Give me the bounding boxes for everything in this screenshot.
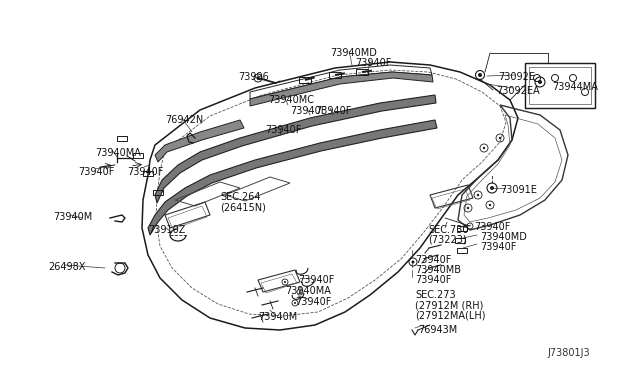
Bar (117, 136, 127, 141)
Text: SEC.264: SEC.264 (220, 192, 260, 202)
Circle shape (294, 302, 296, 304)
Text: 73940MD: 73940MD (330, 48, 377, 58)
FancyArrow shape (362, 70, 372, 73)
Circle shape (299, 291, 301, 293)
Text: 73092EA: 73092EA (496, 86, 540, 96)
Circle shape (483, 147, 485, 149)
Text: 73940F: 73940F (127, 167, 163, 177)
Polygon shape (148, 120, 437, 235)
Circle shape (467, 207, 469, 209)
Text: J73801J3: J73801J3 (547, 348, 590, 358)
Text: 73940M: 73940M (53, 212, 92, 222)
Bar (356, 69, 368, 75)
Text: (27912MA(LH): (27912MA(LH) (415, 310, 486, 320)
Circle shape (284, 281, 286, 283)
Text: 73940MD: 73940MD (480, 232, 527, 242)
Circle shape (412, 260, 415, 263)
Text: 73910Z: 73910Z (148, 225, 186, 235)
Text: 73940F: 73940F (298, 275, 334, 285)
Text: 73940F: 73940F (415, 255, 451, 265)
Bar (455, 238, 465, 243)
Text: 76943M: 76943M (418, 325, 457, 335)
Text: 73091E: 73091E (500, 185, 537, 195)
Text: 73940F: 73940F (295, 297, 332, 307)
Text: SEC.730: SEC.730 (428, 225, 468, 235)
Polygon shape (250, 72, 433, 106)
Bar (143, 171, 153, 176)
Text: 73940F: 73940F (474, 222, 510, 232)
Text: 73940F: 73940F (290, 106, 326, 116)
Text: 73940F: 73940F (480, 242, 516, 252)
Bar (329, 72, 341, 78)
Circle shape (489, 204, 492, 206)
Bar (133, 153, 143, 158)
Circle shape (490, 186, 494, 190)
FancyArrow shape (335, 72, 345, 76)
Text: 73940F: 73940F (355, 58, 392, 68)
Circle shape (499, 137, 501, 139)
Text: 73940M: 73940M (258, 312, 297, 322)
Bar (299, 77, 311, 83)
Circle shape (538, 80, 542, 84)
Text: 73940MB: 73940MB (415, 265, 461, 275)
Bar (525, 63, 595, 108)
Text: 73940F: 73940F (415, 275, 451, 285)
Text: 76942N: 76942N (165, 115, 204, 125)
Text: 73940F: 73940F (78, 167, 115, 177)
Text: 73940MC: 73940MC (268, 95, 314, 105)
Polygon shape (155, 120, 244, 162)
Circle shape (477, 194, 479, 196)
Text: 73996: 73996 (238, 72, 269, 82)
Bar (457, 226, 467, 231)
Bar (457, 248, 467, 253)
Text: (27912M (RH): (27912M (RH) (415, 300, 483, 310)
Polygon shape (155, 95, 436, 203)
Text: 26498X: 26498X (48, 262, 85, 272)
Text: (73223): (73223) (428, 235, 467, 245)
Text: 73944MA: 73944MA (552, 82, 598, 92)
Text: SEC.273: SEC.273 (415, 290, 456, 300)
Bar (153, 190, 163, 195)
Text: 73092E: 73092E (498, 72, 535, 82)
Circle shape (478, 73, 482, 77)
Text: (26415N): (26415N) (220, 202, 266, 212)
FancyArrow shape (305, 76, 315, 81)
Text: 73940MA: 73940MA (95, 148, 141, 158)
Text: 73940F: 73940F (265, 125, 301, 135)
Text: 73940F: 73940F (315, 106, 351, 116)
Circle shape (257, 77, 259, 80)
Text: 73940MA: 73940MA (285, 286, 331, 296)
